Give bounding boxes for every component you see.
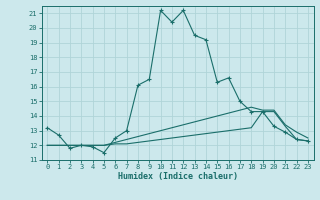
- X-axis label: Humidex (Indice chaleur): Humidex (Indice chaleur): [118, 172, 237, 181]
